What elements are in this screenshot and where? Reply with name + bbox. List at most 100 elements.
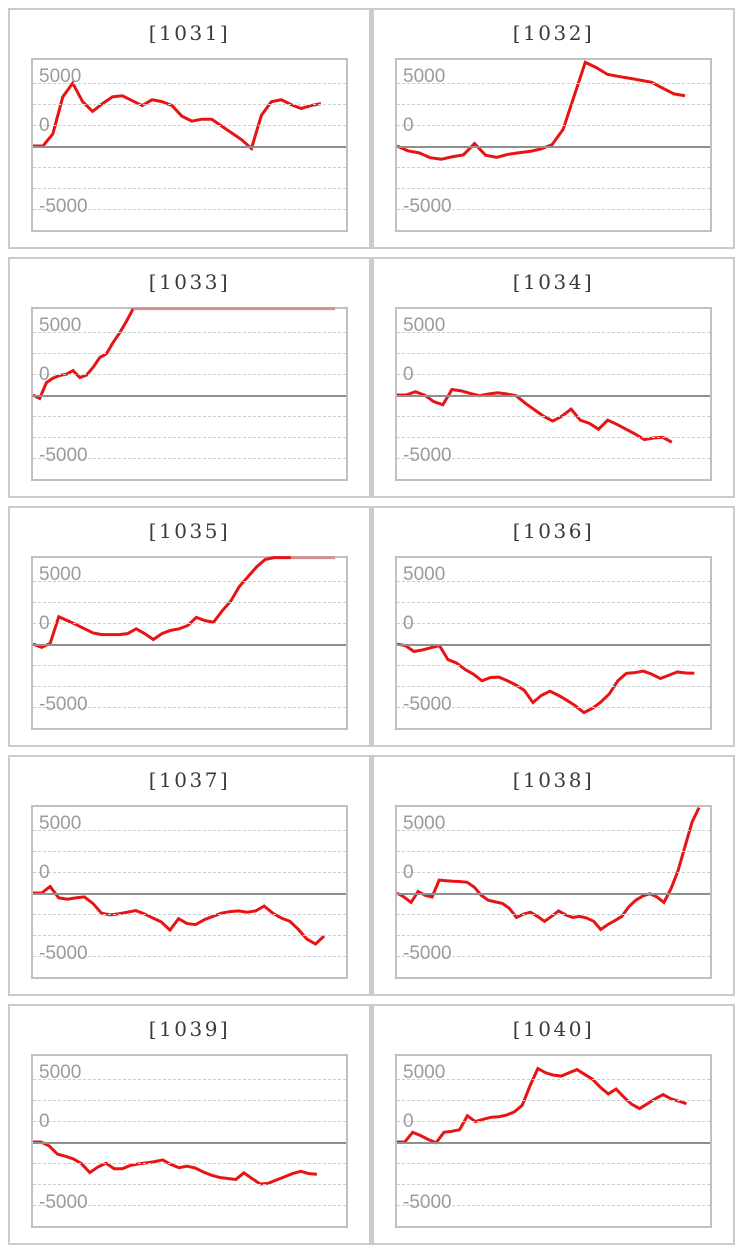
payout-line-chart xyxy=(397,558,710,728)
payout-series xyxy=(397,62,685,159)
zero-axis-line xyxy=(33,395,346,398)
y-tick-label: 0 xyxy=(403,115,414,137)
gridline xyxy=(33,1079,346,1081)
chart-title: [1038] xyxy=(512,768,595,792)
gridline xyxy=(397,353,710,355)
gridline xyxy=(397,1163,710,1164)
gridline xyxy=(397,706,710,708)
y-tick-label: 5000 xyxy=(403,66,446,88)
chart-title: [1039] xyxy=(148,1017,231,1041)
chart-plot: 5000 0 -5000 xyxy=(31,58,348,232)
chart-panel: [1036] 5000 0 -5000 xyxy=(374,508,733,745)
chart-plot: 5000 0 -5000 xyxy=(395,805,712,979)
payout-line-chart xyxy=(397,309,710,479)
gridline xyxy=(397,83,710,85)
zero-axis-line xyxy=(33,1142,346,1145)
chart-row: [1035] 5000 0 -5000 [1036] 5000 0 -5000 xyxy=(8,506,735,747)
gridline xyxy=(397,416,710,417)
gridline xyxy=(33,581,346,583)
gridline xyxy=(33,934,346,936)
chart-title: [1033] xyxy=(148,270,231,294)
y-tick-label: -5000 xyxy=(403,693,452,715)
chart-row: [1031] 5000 0 -5000 [1032] 5000 0 -5000 xyxy=(8,8,735,249)
gridline xyxy=(397,187,710,189)
chart-title: [1037] xyxy=(148,768,231,792)
payout-series xyxy=(397,644,694,713)
payout-line-chart xyxy=(397,60,710,230)
gridline xyxy=(33,187,346,189)
chart-row: [1037] 5000 0 -5000 [1038] 5000 0 -5000 xyxy=(8,755,735,996)
chart-row: [1033] 5000 0 -5000 [1034] 5000 0 -5000 xyxy=(8,257,735,498)
gridline xyxy=(397,457,710,459)
y-tick-label: 5000 xyxy=(39,813,82,835)
payout-line-chart xyxy=(33,309,346,479)
gridline xyxy=(33,208,346,210)
gridline xyxy=(33,830,346,832)
chart-plot: 5000 0 -5000 xyxy=(395,1054,712,1228)
gridline xyxy=(33,623,346,625)
gridline xyxy=(33,665,346,666)
gridline xyxy=(397,851,710,853)
gridline xyxy=(397,436,710,438)
y-tick-label: -5000 xyxy=(403,942,452,964)
gridline xyxy=(397,602,710,604)
y-tick-label: 0 xyxy=(403,862,414,884)
gridline xyxy=(397,374,710,376)
gridline xyxy=(397,1204,710,1206)
gridline xyxy=(33,1183,346,1185)
gridline xyxy=(33,1100,346,1102)
gridline xyxy=(33,436,346,438)
payout-series xyxy=(33,83,321,148)
chart-panel: [1033] 5000 0 -5000 xyxy=(10,259,374,496)
y-tick-label: 5000 xyxy=(403,315,446,337)
gridline xyxy=(33,1121,346,1123)
gridline xyxy=(397,685,710,687)
y-tick-label: 5000 xyxy=(403,1062,446,1084)
gridline xyxy=(397,1100,710,1102)
gridline xyxy=(33,353,346,355)
zero-axis-line xyxy=(397,1142,710,1145)
zero-axis-line xyxy=(397,146,710,149)
zero-axis-line xyxy=(397,893,710,896)
y-tick-label: -5000 xyxy=(403,444,452,466)
payout-series xyxy=(397,1069,687,1143)
gridline xyxy=(33,332,346,334)
gridline xyxy=(33,1163,346,1164)
chart-panel: [1040] 5000 0 -5000 xyxy=(374,1006,733,1243)
gridline xyxy=(397,623,710,625)
payout-line-chart xyxy=(33,60,346,230)
chart-plot: 5000 0 -5000 xyxy=(395,307,712,481)
gridline xyxy=(33,851,346,853)
y-tick-label: 5000 xyxy=(39,564,82,586)
chart-panel: [1031] 5000 0 -5000 xyxy=(10,10,374,247)
gridline xyxy=(33,602,346,604)
y-tick-label: 5000 xyxy=(403,564,446,586)
y-tick-label: -5000 xyxy=(403,195,452,217)
gridline xyxy=(397,955,710,957)
y-tick-label: -5000 xyxy=(39,444,88,466)
gridline xyxy=(397,914,710,915)
gridline xyxy=(33,1204,346,1206)
y-tick-label: 0 xyxy=(403,1111,414,1133)
gridline xyxy=(397,830,710,832)
chart-title: [1040] xyxy=(512,1017,595,1041)
chart-plot: 5000 0 -5000 xyxy=(31,307,348,481)
zero-axis-line xyxy=(33,644,346,647)
chart-panel: [1039] 5000 0 -5000 xyxy=(10,1006,374,1243)
chart-panel: [1034] 5000 0 -5000 xyxy=(374,259,733,496)
gridline xyxy=(33,685,346,687)
gridline xyxy=(397,125,710,127)
gridline xyxy=(397,581,710,583)
gridline xyxy=(33,872,346,874)
gridline xyxy=(33,914,346,915)
chart-title: [1034] xyxy=(512,270,595,294)
payout-line-chart xyxy=(397,1056,710,1226)
y-tick-label: -5000 xyxy=(39,195,88,217)
gridline xyxy=(33,416,346,417)
gridline xyxy=(33,167,346,168)
y-tick-label: 0 xyxy=(39,1111,50,1133)
zero-axis-line xyxy=(33,146,346,149)
gridline xyxy=(33,104,346,106)
chart-title: [1032] xyxy=(512,21,595,45)
